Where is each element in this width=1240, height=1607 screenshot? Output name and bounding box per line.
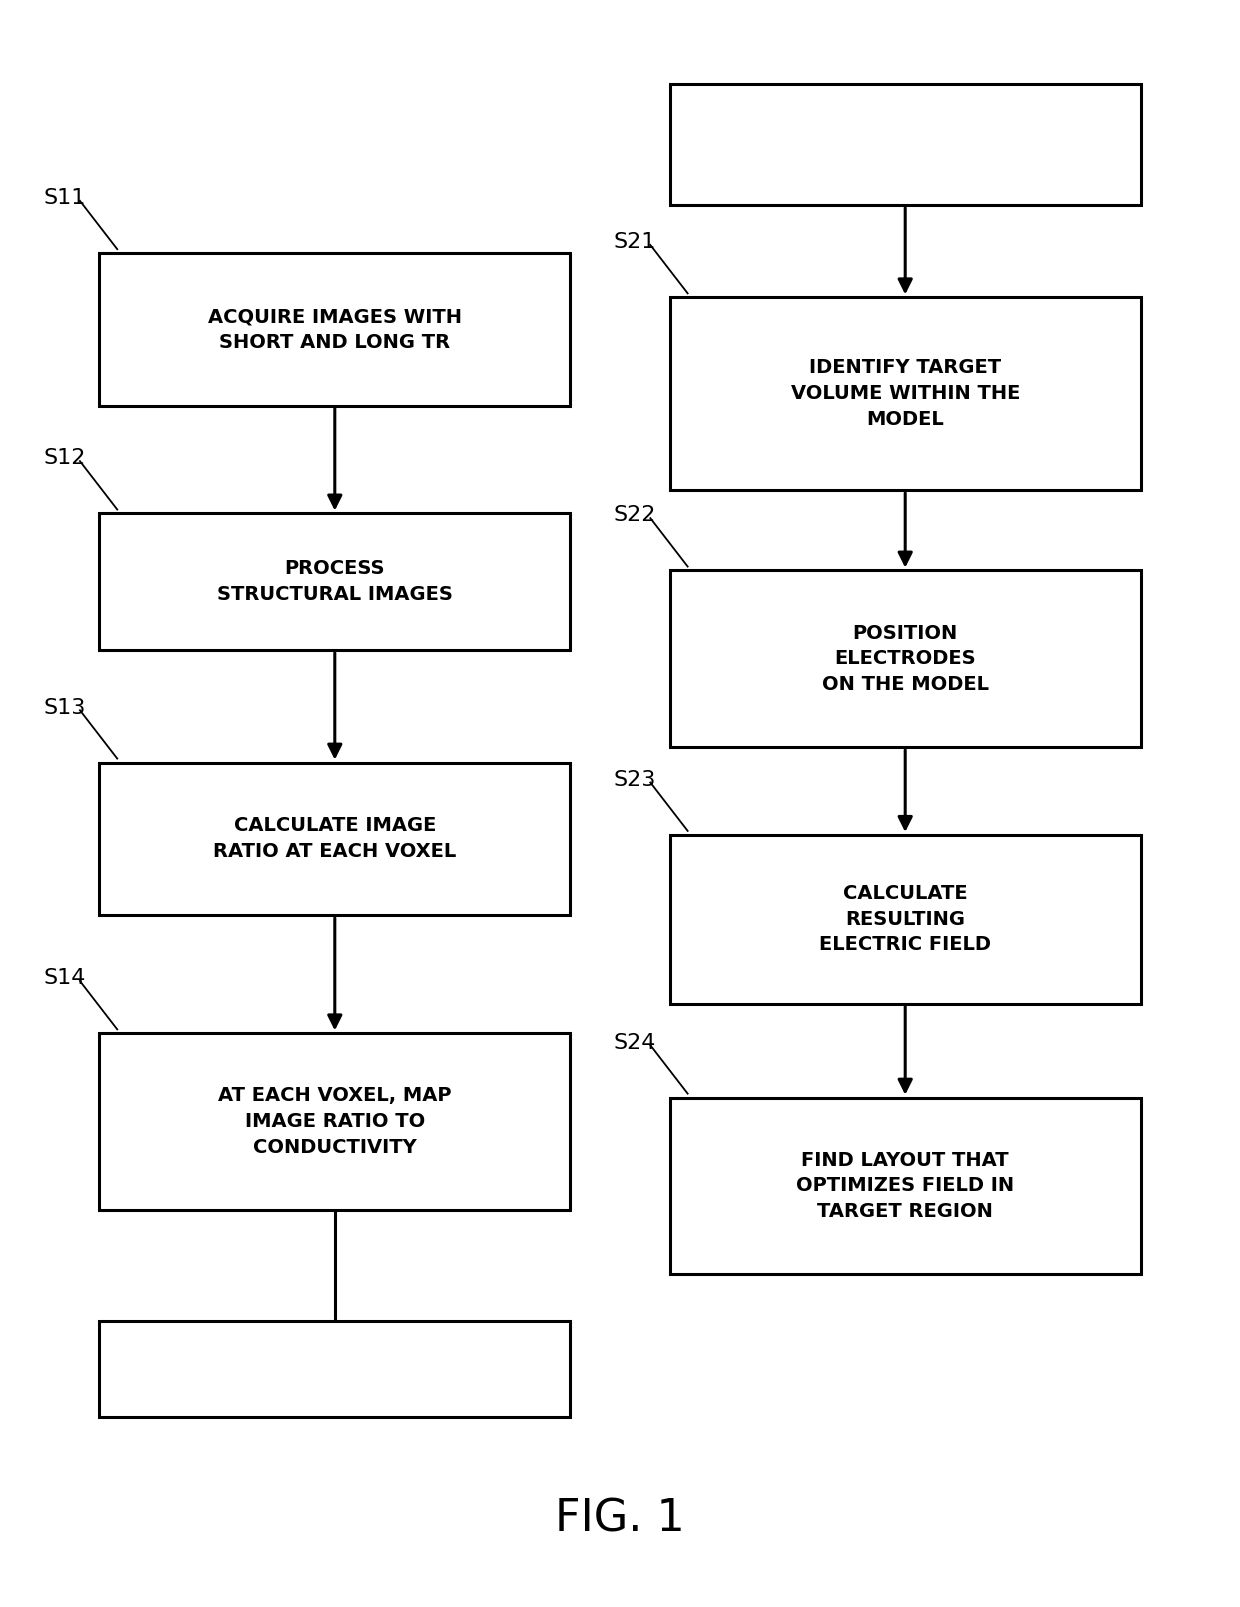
Text: S24: S24	[614, 1033, 656, 1053]
Text: S14: S14	[43, 969, 86, 988]
Text: S12: S12	[43, 448, 86, 469]
Bar	[99, 252, 570, 405]
Text: S22: S22	[614, 506, 656, 525]
Bar	[670, 1098, 1141, 1274]
Text: S13: S13	[43, 697, 86, 717]
Text: FIND LAYOUT THAT
OPTIMIZES FIELD IN
TARGET REGION: FIND LAYOUT THAT OPTIMIZES FIELD IN TARG…	[796, 1151, 1014, 1221]
Text: CALCULATE
RESULTING
ELECTRIC FIELD: CALCULATE RESULTING ELECTRIC FIELD	[820, 884, 991, 955]
Text: ACQUIRE IMAGES WITH
SHORT AND LONG TR: ACQUIRE IMAGES WITH SHORT AND LONG TR	[208, 307, 461, 352]
Text: S23: S23	[614, 770, 656, 791]
Text: S11: S11	[43, 188, 86, 207]
Text: PROCESS
STRUCTURAL IMAGES: PROCESS STRUCTURAL IMAGES	[217, 559, 453, 604]
Bar	[670, 85, 1141, 204]
Text: IDENTIFY TARGET
VOLUME WITHIN THE
MODEL: IDENTIFY TARGET VOLUME WITHIN THE MODEL	[791, 358, 1019, 429]
Bar	[670, 836, 1141, 1003]
Text: POSITION
ELECTRODES
ON THE MODEL: POSITION ELECTRODES ON THE MODEL	[822, 624, 988, 694]
Text: AT EACH VOXEL, MAP
IMAGE RATIO TO
CONDUCTIVITY: AT EACH VOXEL, MAP IMAGE RATIO TO CONDUC…	[218, 1086, 451, 1157]
Bar	[99, 514, 570, 649]
Text: S21: S21	[614, 233, 656, 252]
Bar	[99, 763, 570, 916]
Text: FIG. 1: FIG. 1	[556, 1498, 684, 1540]
Bar	[670, 570, 1141, 747]
Text: CALCULATE IMAGE
RATIO AT EACH VOXEL: CALCULATE IMAGE RATIO AT EACH VOXEL	[213, 816, 456, 861]
Bar	[99, 1033, 570, 1210]
Bar	[670, 297, 1141, 490]
Bar	[99, 1321, 570, 1417]
